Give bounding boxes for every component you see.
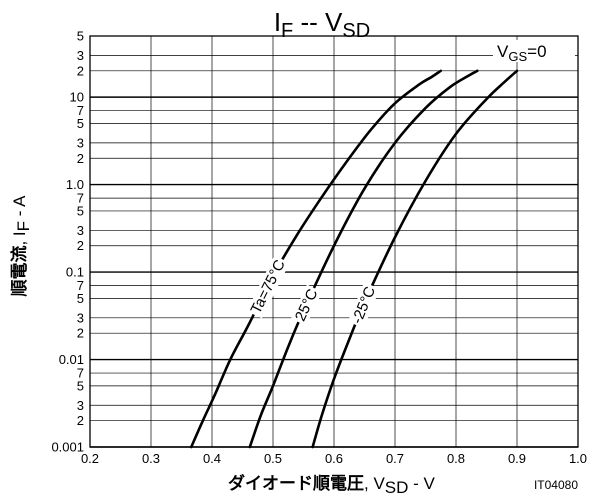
x-tick-label: 0.3: [142, 451, 160, 466]
y-tick-label: 5: [77, 29, 84, 44]
x-tick-label: 0.5: [264, 451, 282, 466]
y-axis-label-sym: , I: [10, 231, 29, 245]
chart-title-right-sub: SD: [342, 20, 370, 42]
vgs-annotation: VGS=0: [493, 40, 575, 64]
x-axis-label-sym: , V: [364, 474, 385, 493]
y-tick-label: 3: [77, 48, 84, 63]
y-axis-label-unit: - A: [10, 195, 29, 221]
vgs-main: V: [497, 42, 509, 61]
curve-ta-75c: [189, 69, 443, 449]
curve-ta-75c-label: Ta=75°C: [246, 255, 290, 319]
curve-minus-25c-label-bg: [347, 282, 380, 329]
x-axis-label: ダイオード順電圧, VSD - V: [228, 473, 436, 497]
y-tick-label: 2: [77, 413, 84, 428]
plot-frame: [89, 35, 579, 448]
tick-labels: 0.2 0.3 0.4 0.5 0.6 0.7 0.8 0.9 1.00.00123570.01…: [51, 29, 587, 467]
x-tick-label: 1.0: [569, 451, 587, 466]
curves: Ta=75°C 25°C -25°C: [189, 69, 519, 449]
vgs-annotation-bg: [493, 40, 575, 62]
curve-minus-25c-label: -25°C: [347, 282, 380, 329]
y-tick-label: 5: [77, 116, 84, 131]
x-axis-label-sub: SD: [385, 478, 409, 497]
y-tick-label: 10: [70, 90, 84, 105]
x-tick-label: 0.2: [81, 451, 99, 466]
y-tick-label: 0.001: [51, 440, 84, 455]
y-tick-label: 5: [77, 378, 84, 393]
y-tick-label: 1.0: [66, 177, 84, 192]
y-tick-label: 5: [77, 291, 84, 306]
chart-title: IF -- VSD: [274, 7, 370, 42]
vgs-rest: =0: [527, 42, 546, 61]
y-axis-label-sub: F: [14, 221, 33, 231]
y-axis-label: 順電流, IF - A: [9, 195, 33, 297]
y-tick-label: 2: [77, 63, 84, 78]
curve-25c-label-text: 25°C: [292, 286, 322, 324]
x-tick-label: 0.6: [325, 451, 343, 466]
chart-title-right: V: [325, 7, 343, 37]
y-tick-label: 7: [77, 366, 84, 381]
y-tick-label: 3: [77, 135, 84, 150]
y-tick-label: 7: [77, 278, 84, 293]
x-tick-label: 0.7: [386, 451, 404, 466]
y-tick-label: 7: [77, 191, 84, 206]
y-tick-label: 2: [77, 238, 84, 253]
y-axis-label-jp: 順電流: [9, 246, 30, 297]
y-tick-label: 5: [77, 203, 84, 218]
y-tick-label: 0.1: [66, 265, 84, 280]
x-tick-label: 0.4: [203, 451, 221, 466]
x-axis-label-jp: ダイオード順電圧: [228, 473, 364, 494]
x-tick-label: 0.8: [447, 451, 465, 466]
curve-ta-75c-label-text: Ta=75°C: [248, 257, 289, 317]
y-tick-label: 2: [77, 151, 84, 166]
y-tick-label: 2: [77, 326, 84, 341]
y-tick-label: 0.01: [59, 352, 84, 367]
y-tick-label: 3: [77, 398, 84, 413]
y-tick-label: 3: [77, 223, 84, 238]
x-tick-label: 0.9: [508, 451, 526, 466]
figure-code: IT04080: [534, 478, 578, 492]
curve-25c-label-bg: [290, 284, 323, 326]
x-axis-label-unit: - V: [408, 474, 435, 493]
curve-minus-25c: [311, 69, 519, 449]
chart-title-separator: --: [293, 7, 325, 37]
chart-title-left: I: [274, 7, 281, 37]
vgs-annotation-text: VGS=0: [497, 42, 547, 64]
curve-minus-25c-label-text: -25°C: [349, 284, 379, 326]
vgs-sub: GS: [508, 49, 527, 64]
chart-title-left-sub: F: [281, 20, 293, 42]
y-tick-label: 3: [77, 310, 84, 325]
curve-ta-75c-label-bg: [246, 255, 290, 319]
curve-25c-label: 25°C: [290, 284, 323, 326]
curve-25c: [248, 69, 479, 449]
grid: [89, 35, 579, 448]
y-tick-label: 7: [77, 103, 84, 118]
